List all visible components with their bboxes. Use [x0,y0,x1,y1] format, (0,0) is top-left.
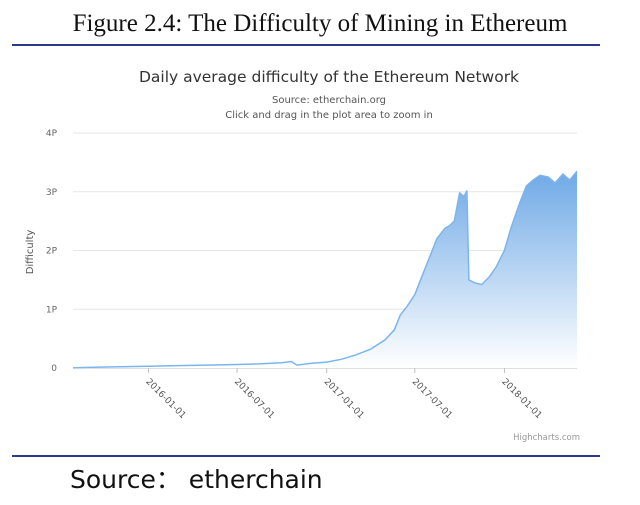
y-tick-labels: 0 1P 2P 3P 4P [46,129,58,374]
bottom-rule [12,455,600,457]
y-tick-label: 3P [46,188,58,198]
y-tick-label: 4P [46,129,58,139]
x-tick-label: 2018-01-01 [499,377,543,421]
figure-caption: Figure 2.4: The Difficulty of Mining in … [72,10,568,37]
x-tick-label: 2016-07-01 [232,377,276,421]
y-tick-label: 1P [46,305,58,315]
difficulty-area [73,171,577,368]
chart-title: Daily average difficulty of the Ethereum… [139,68,519,86]
x-tick-label: 2017-07-01 [410,377,454,421]
chart-zoom-hint: Click and drag in the plot area to zoom … [225,110,433,121]
difficulty-line [72,170,578,369]
x-tick-labels: 2016-01-01 2016-07-01 2017-01-01 2017-07-01… [143,368,543,421]
source-line: Source： etherchain [70,465,323,494]
y-tick-label: 0 [51,364,57,374]
chart-subtitle: Source: etherchain.org [272,95,386,106]
highcharts-credits[interactable]: Highcharts.com [513,433,580,443]
y-tick-label: 2P [46,247,58,257]
x-tick-label: 2017-01-01 [322,377,366,421]
x-tick-label: 2016-01-01 [143,377,187,421]
y-axis-title: Difficulty [25,230,36,275]
top-rule [12,44,600,46]
